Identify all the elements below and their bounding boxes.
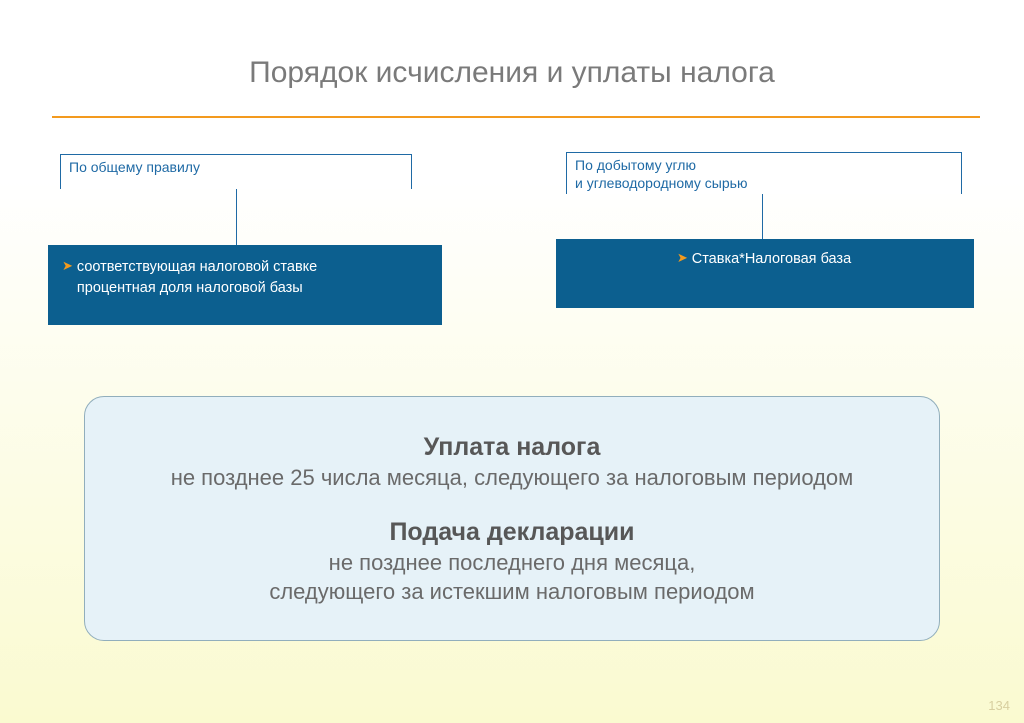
right-label-line1: По добытому углю bbox=[575, 157, 696, 173]
connector-left bbox=[236, 189, 237, 245]
label-coal-hydrocarbon-text: По добытому углю и углеводородному сырью bbox=[567, 153, 961, 198]
bullet-icon: ➤ bbox=[62, 257, 73, 299]
summary-heading-payment: Уплата налога bbox=[107, 433, 917, 462]
detail-right-text: Ставка*Налоговая база bbox=[692, 249, 851, 270]
label-general-rule-text: По общему правилу bbox=[61, 155, 411, 183]
label-coal-hydrocarbon: По добытому углю и углеводородному сырью bbox=[566, 152, 962, 194]
summary-panel: Уплата налога не позднее 25 числа месяца… bbox=[84, 396, 940, 641]
detail-box-left: ➤ соответствующая налоговой ставке проце… bbox=[48, 245, 442, 325]
detail-left-text: соответствующая налоговой ставке процент… bbox=[77, 257, 317, 299]
detail-left-line1: соответствующая налоговой ставке bbox=[77, 259, 317, 275]
summary-text-payment: не позднее 25 числа месяца, следующего з… bbox=[107, 464, 917, 493]
title-divider bbox=[52, 116, 980, 118]
label-general-rule: По общему правилу bbox=[60, 154, 412, 189]
connector-right bbox=[762, 194, 763, 240]
detail-box-right: ➤ Ставка*Налоговая база bbox=[556, 239, 974, 308]
summary-heading-declaration: Подача декларации bbox=[107, 518, 917, 547]
bullet-icon: ➤ bbox=[677, 249, 688, 270]
page-number: 134 bbox=[988, 698, 1010, 713]
detail-left-line2: процентная доля налоговой базы bbox=[77, 280, 303, 296]
summary-text-declaration-2: следующего за истекшим налоговым периодо… bbox=[107, 578, 917, 607]
summary-text-declaration-1: не позднее последнего дня месяца, bbox=[107, 549, 917, 578]
slide-title: Порядок исчисления и уплаты налога bbox=[0, 56, 1024, 90]
right-label-line2: и углеводородному сырью bbox=[575, 175, 747, 191]
